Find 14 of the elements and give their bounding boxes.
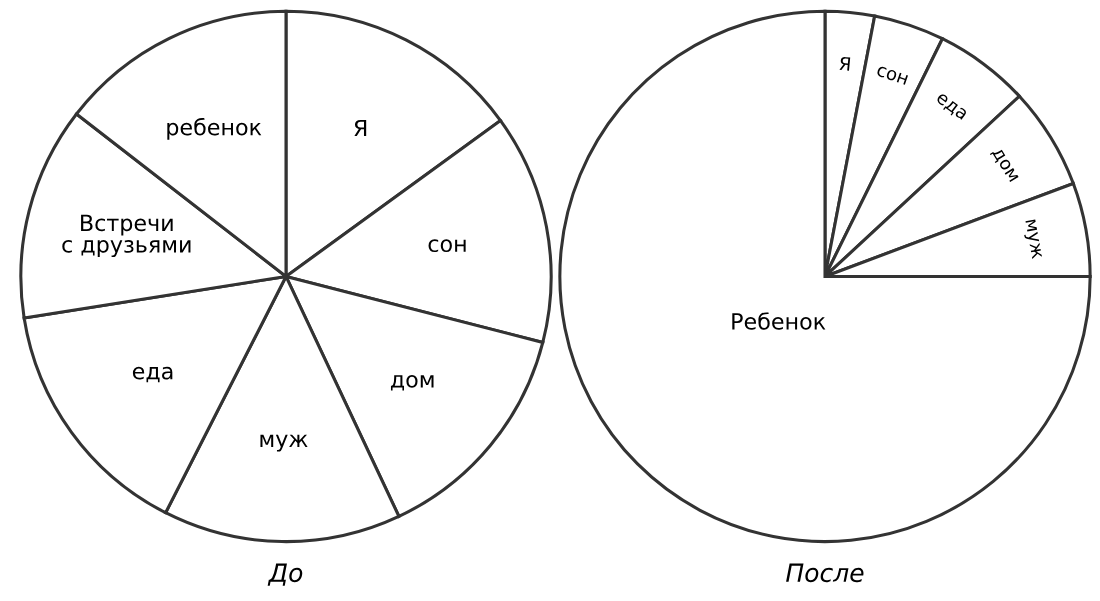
- slice-label: сон: [876, 65, 909, 86]
- slice-label: Я: [839, 56, 851, 71]
- slice-label: Я: [354, 119, 367, 137]
- text: После: [786, 563, 864, 583]
- slice-label: муж: [260, 434, 308, 452]
- slice-label: сон: [428, 239, 466, 253]
- slice-label: еда: [934, 92, 968, 122]
- slice-label: еда: [132, 366, 173, 383]
- slice-label: ребенок: [167, 117, 262, 140]
- slice-label: Встречи с друзьями: [62, 214, 191, 258]
- slice-label: муж: [1021, 219, 1043, 260]
- slice-label: дом: [390, 374, 434, 391]
- text: До: [267, 563, 303, 586]
- slice-label: Ребенок: [732, 312, 826, 330]
